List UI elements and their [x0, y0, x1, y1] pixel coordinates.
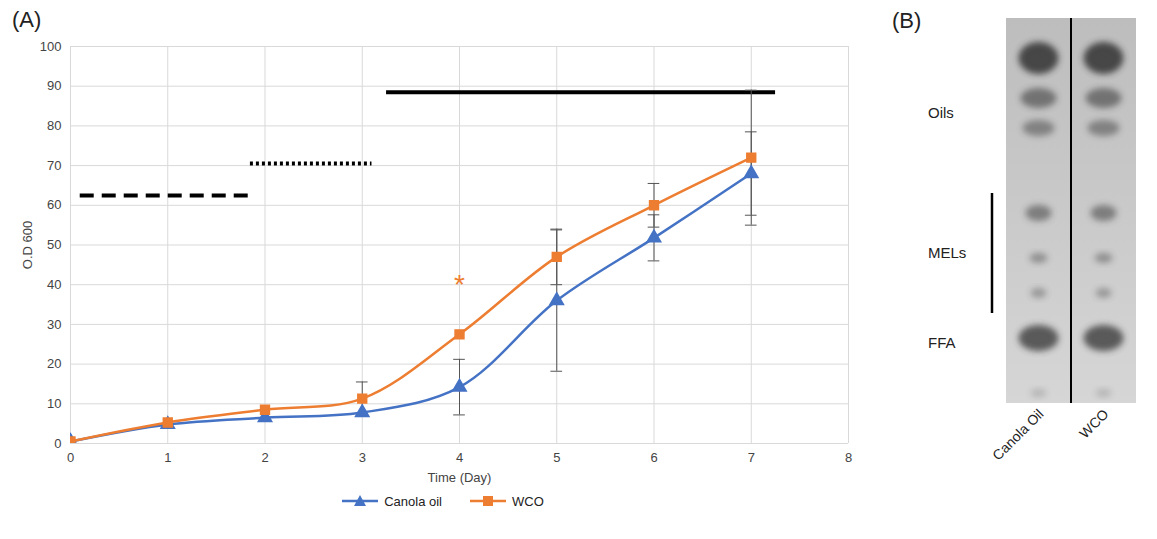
svg-text:10: 10 — [47, 396, 61, 411]
svg-text:O.D 600: O.D 600 — [20, 221, 35, 269]
html-text:(A): (A) — [12, 7, 42, 32]
svg-text:60: 60 — [47, 197, 61, 212]
html-text:WCO: WCO — [512, 493, 544, 509]
svg-text:7: 7 — [748, 450, 755, 465]
svg-text:50: 50 — [47, 237, 61, 252]
svg-text:6: 6 — [650, 450, 657, 465]
svg-text:1: 1 — [164, 450, 171, 465]
svg-text:80: 80 — [47, 118, 61, 133]
svg-text:0: 0 — [67, 450, 74, 465]
svg-text:WCO: WCO — [1076, 406, 1112, 442]
svg-text:20: 20 — [47, 356, 61, 371]
svg-text:40: 40 — [47, 277, 61, 292]
svg-text:Time (Day): Time (Day) — [428, 470, 492, 485]
svg-text:Oils: Oils — [928, 104, 954, 121]
svg-text:4: 4 — [456, 450, 463, 465]
svg-text:Canola Oil: Canola Oil — [989, 406, 1047, 464]
svg-text:0: 0 — [54, 436, 61, 451]
svg-text:2: 2 — [261, 450, 268, 465]
svg-text:MELs: MELs — [928, 244, 966, 261]
svg-text:3: 3 — [359, 450, 366, 465]
svg-text:*: * — [454, 269, 465, 300]
svg-text:100: 100 — [40, 39, 62, 54]
html-text:Canola oil: Canola oil — [384, 493, 442, 509]
svg-text:30: 30 — [47, 317, 61, 332]
svg-text:FFA: FFA — [928, 334, 956, 351]
svg-text:5: 5 — [553, 450, 560, 465]
svg-text:8: 8 — [845, 450, 852, 465]
svg-text:(B): (B) — [892, 8, 921, 33]
svg-text:70: 70 — [47, 158, 61, 173]
svg-text:90: 90 — [47, 78, 61, 93]
